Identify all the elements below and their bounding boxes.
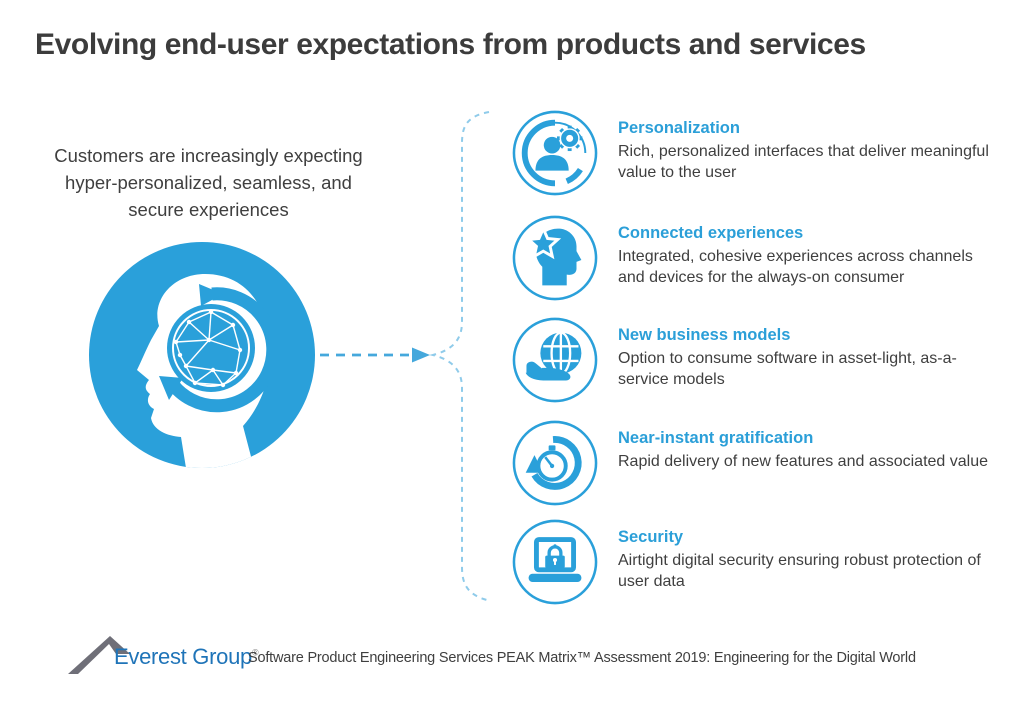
- stopwatch-cycle-icon: [512, 420, 598, 506]
- list-item-connected-experiences: Connected experiences Integrated, cohesi…: [512, 215, 990, 301]
- list-item-personalization: Personalization Rich, personalized inter…: [512, 110, 990, 196]
- item-description: Integrated, cohesive experiences across …: [618, 248, 973, 287]
- item-description: Rich, personalized interfaces that deliv…: [618, 143, 989, 182]
- dashed-brace: [429, 111, 492, 602]
- list-item-near-instant-gratification: Near-instant gratification Rapid deliver…: [512, 420, 990, 506]
- list-item-security: Security Airtight digital security ensur…: [512, 519, 990, 605]
- brand-name-text: Everest Group: [114, 644, 252, 669]
- laptop-lock-icon: [512, 519, 598, 605]
- item-title: Near-instant gratification: [618, 429, 814, 447]
- list-item-new-business-models: New business models Option to consume so…: [512, 317, 990, 403]
- item-description: Rapid delivery of new features and assoc…: [618, 453, 988, 470]
- globe-in-hand-icon: [512, 317, 598, 403]
- everest-group-logo-mountain-icon: [68, 636, 130, 674]
- everest-group-logo-text: Everest Group®: [114, 644, 259, 670]
- head-star-icon: [512, 215, 598, 301]
- intro-text: Customers are increasingly expecting hyp…: [54, 145, 363, 220]
- dashed-arrow: [320, 347, 430, 363]
- user-gear-icon: [512, 110, 598, 196]
- item-description: Option to consume software in asset-ligh…: [618, 350, 957, 389]
- item-title: New business models: [618, 326, 791, 344]
- registered-mark: ®: [251, 647, 259, 658]
- item-description: Airtight digital security ensuring robus…: [618, 552, 981, 591]
- footer-caption: Software Product Engineering Services PE…: [248, 650, 916, 666]
- page-title: Evolving end-user expectations from prod…: [35, 28, 866, 61]
- footer: Everest Group® Software Product Engineer…: [66, 630, 986, 684]
- head-with-network-brain-icon: [89, 242, 315, 468]
- item-title: Security: [618, 528, 684, 546]
- item-title: Connected experiences: [618, 224, 804, 242]
- item-title: Personalization: [618, 119, 740, 137]
